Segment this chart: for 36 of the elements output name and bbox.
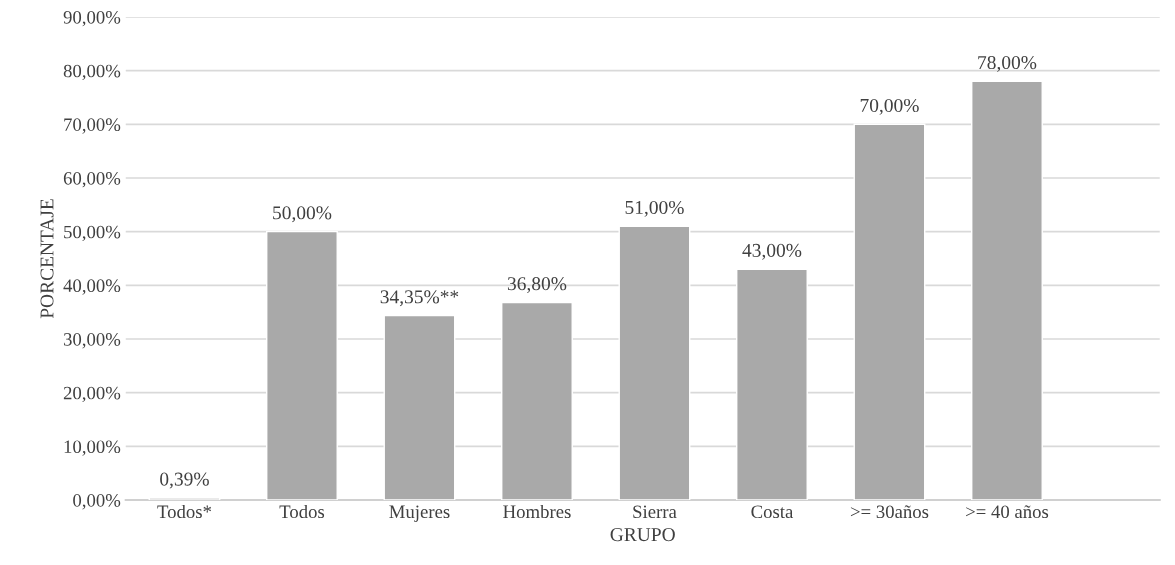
bar [971,80,1043,501]
y-tick-label: 0,00% [73,494,121,510]
y-tick-label: 60,00% [63,172,121,188]
data-label: 50,00% [273,206,332,223]
x-tick-label: Todos [279,504,325,519]
x-axis-title: GRUPO [610,528,675,542]
x-tick-label: Sierra [633,505,677,519]
y-tick-label: 80,00% [63,64,121,81]
data-label: 70,00% [860,98,919,115]
data-label: 78,00% [978,55,1037,72]
data-label: 43,00% [742,243,802,260]
x-tick-label: Hombres [503,504,571,519]
bar [383,314,456,501]
y-tick-label: 40,00% [63,279,121,295]
bar [148,497,221,501]
y-tick-label: 30,00% [63,333,121,349]
y-tick-label: 50,00% [64,225,121,242]
x-tick-label: >= 40 años [966,505,1049,519]
y-tick-label: 10,00% [64,440,121,456]
y-tick-label: 20,00% [63,386,121,403]
y-tick-label: 90,00% [63,10,121,27]
x-tick-label: >= 30años [850,505,929,519]
y-tick-label: 70,00% [64,118,121,134]
x-tick-label: Mujeres [389,505,450,522]
data-label: 0,39% [160,472,209,489]
bar [266,230,338,501]
x-tick-label: Todos* [157,504,212,519]
data-label: 51,00% [625,200,684,217]
bar [736,268,808,501]
bar [618,225,691,501]
y-axis-title: PORCENTAJE [40,199,54,319]
data-label: 36,80% [507,277,567,294]
bar [853,123,926,501]
bar [501,301,573,501]
x-tick-label: Costa [751,505,794,519]
data-label: 34,35%** [380,290,459,307]
